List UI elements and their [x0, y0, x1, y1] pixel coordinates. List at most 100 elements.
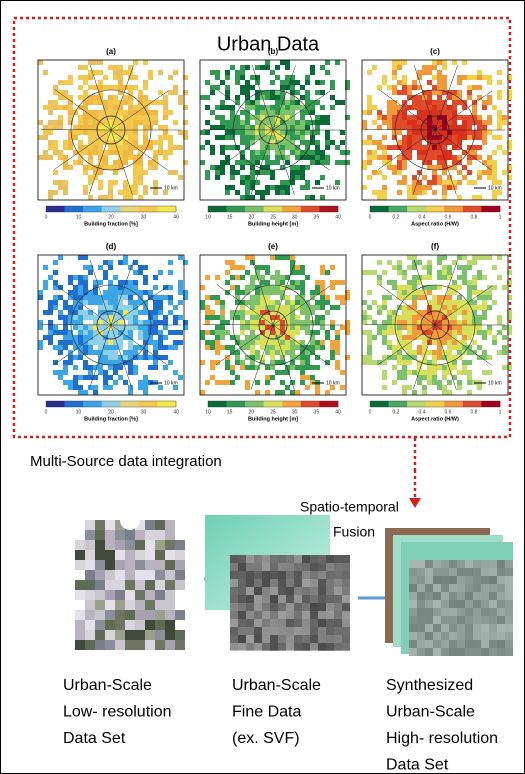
map-cell [133, 270, 138, 275]
gray-cell [278, 555, 286, 563]
map-cell [497, 350, 502, 355]
map-cell [153, 320, 158, 325]
map-cell [270, 330, 275, 335]
map-cell [397, 65, 402, 70]
map-cell [168, 90, 173, 95]
map-cell [205, 340, 210, 345]
map-cell [235, 170, 240, 175]
map-cell [447, 180, 452, 185]
map-cell [270, 80, 275, 85]
gray-cell [278, 611, 286, 619]
map-cell [477, 115, 482, 120]
map-cell [417, 135, 422, 140]
scale-label: 10 km [164, 185, 178, 191]
map-cell [265, 390, 270, 395]
map-cell [153, 300, 158, 305]
map-cell [78, 75, 83, 80]
map-cell [280, 320, 285, 325]
map-cell [168, 345, 173, 350]
gray-cell [302, 555, 310, 563]
map-cell [387, 295, 392, 300]
gray-cell [334, 611, 342, 619]
map-cell [128, 155, 133, 160]
map-cell [310, 150, 315, 155]
map-cell [83, 280, 88, 285]
map-cell [397, 285, 402, 290]
map-cell [457, 300, 462, 305]
map-cell [295, 105, 300, 110]
colorbar-tick-label: 0.4 [419, 409, 426, 415]
map-cell [240, 120, 245, 125]
gray-cell [254, 635, 262, 643]
map-cell [133, 345, 138, 350]
map-cell [210, 70, 215, 75]
map-cell [467, 370, 472, 375]
map-cell [285, 325, 290, 330]
map-cell [200, 285, 205, 290]
map-cell [477, 315, 482, 320]
mosaic-cell [115, 540, 125, 550]
map-cell [477, 255, 482, 260]
map-cell [63, 345, 68, 350]
map-cell [492, 150, 497, 155]
map-cell [412, 285, 417, 290]
map-cell [290, 330, 295, 335]
map-cell [138, 170, 143, 175]
map-cell [462, 360, 467, 365]
gray-cell [342, 619, 350, 627]
map-cell [497, 80, 502, 85]
map-cell [432, 340, 437, 345]
map-cell [362, 160, 367, 165]
map-cell [382, 195, 387, 200]
map-cell [53, 345, 58, 350]
map-cell [325, 130, 330, 135]
map-cell [275, 290, 280, 295]
map-cell [320, 320, 325, 325]
map-cell [118, 65, 123, 70]
map-cell [412, 135, 417, 140]
panel-label: (f) [431, 242, 439, 251]
map-cell [250, 275, 255, 280]
map-cell [163, 105, 168, 110]
map-cell [133, 115, 138, 120]
gray-cell [278, 619, 286, 627]
map-cell [98, 170, 103, 175]
map-cell [68, 110, 73, 115]
map-cell [138, 335, 143, 340]
map-cell [133, 315, 138, 320]
map-cell [315, 385, 320, 390]
map-cell [432, 175, 437, 180]
map-cell [275, 270, 280, 275]
mosaic-cell [145, 520, 155, 530]
map-cell [427, 180, 432, 185]
map-cell [270, 300, 275, 305]
map-cell [457, 355, 462, 360]
map-cell [178, 290, 183, 295]
map-cell [103, 120, 108, 125]
map-cell [245, 180, 250, 185]
map-cell [497, 125, 502, 130]
map-cell [447, 130, 452, 135]
gray-cell [318, 603, 326, 611]
map-cell [315, 90, 320, 95]
map-cell [432, 285, 437, 290]
map-cell [275, 155, 280, 160]
map-cell [457, 380, 462, 385]
mosaic-cell [165, 540, 175, 550]
mosaic-cell [85, 590, 95, 600]
mosaic-cell [115, 560, 125, 570]
map-cell [240, 160, 245, 165]
map-cell [502, 115, 507, 120]
mosaic-cell [155, 600, 165, 610]
map-cell [245, 325, 250, 330]
map-cell [210, 315, 215, 320]
map-cell [335, 360, 340, 365]
map-cell [290, 110, 295, 115]
map-cell [442, 255, 447, 260]
map-cell [58, 315, 63, 320]
gray-cell [238, 603, 246, 611]
map-cell [367, 360, 372, 365]
map-cell [225, 145, 230, 150]
colorbar-segment [83, 206, 102, 212]
map-cell [340, 280, 345, 285]
